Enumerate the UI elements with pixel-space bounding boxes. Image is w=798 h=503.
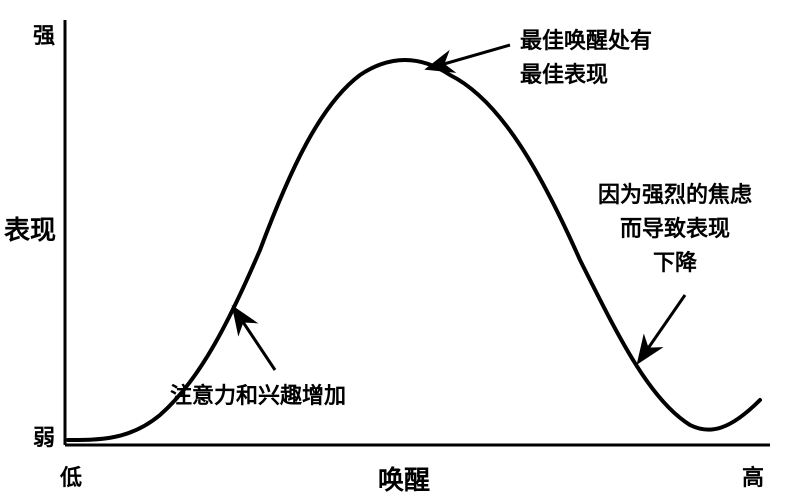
annotation-peak: 最佳唤醒处有最佳表现 [520, 24, 652, 92]
annotation-line: 注意力和兴趣增加 [170, 382, 346, 410]
annotation-line: 而导致表现 [590, 212, 760, 246]
annotation-line: 最佳表现 [520, 58, 652, 92]
y-axis-top-label: 强 [33, 18, 55, 50]
y-axis-bottom-label: 弱 [33, 420, 55, 452]
x-axis-high-label: 高 [742, 460, 764, 492]
annotation-left-rise: 注意力和兴趣增加 [170, 382, 346, 410]
annotation-line: 下降 [590, 246, 760, 280]
x-axis-low-label: 低 [60, 460, 82, 492]
x-axis-label: 唤醒 [378, 460, 430, 497]
annotation-line: 因为强烈的焦虑 [590, 178, 760, 212]
annotation-right-fall: 因为强烈的焦虑而导致表现下降 [590, 178, 760, 280]
y-axis-label: 表现 [4, 210, 56, 247]
annotation-line: 最佳唤醒处有 [520, 24, 652, 58]
